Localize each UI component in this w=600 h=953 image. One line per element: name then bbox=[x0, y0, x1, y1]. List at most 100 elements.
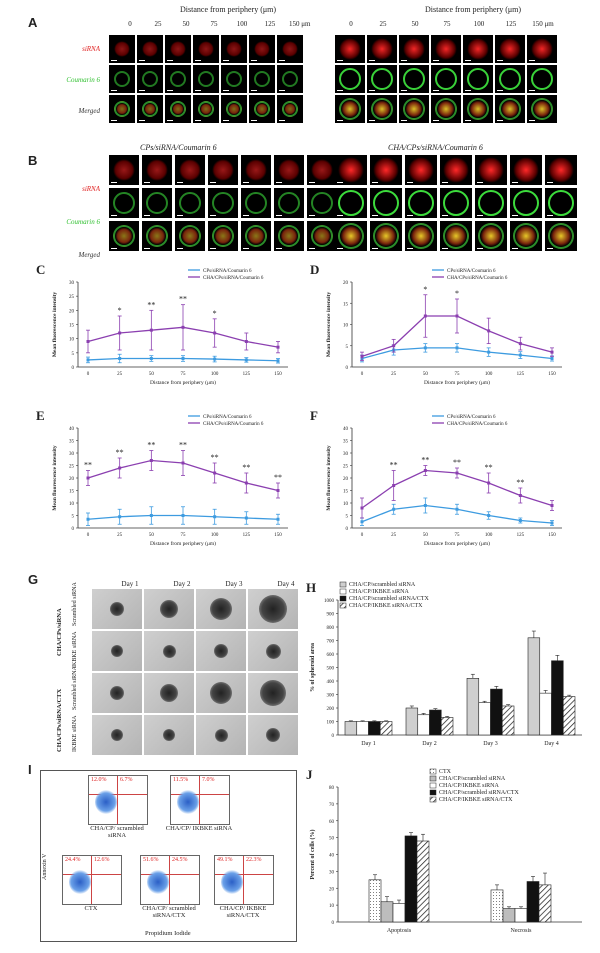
quadrant-upper-left-value: 12.0% bbox=[91, 777, 107, 783]
legend-label: CHA/CPs/siRNA/Coumarin 6 bbox=[203, 422, 264, 427]
spheroid-cell bbox=[248, 589, 298, 629]
cell-blob bbox=[170, 41, 186, 57]
scale-bar bbox=[433, 60, 439, 61]
spheroid-group-label: CHA/CPs/siRNA bbox=[56, 608, 63, 656]
significance-mark: ** bbox=[179, 295, 187, 304]
x-tick-label: 25 bbox=[391, 533, 397, 538]
cell-blob bbox=[179, 192, 201, 214]
bar bbox=[490, 889, 504, 923]
micro-cell bbox=[367, 35, 397, 63]
x-tick-label: 125 bbox=[243, 372, 251, 377]
cell-population bbox=[69, 870, 91, 894]
scale-bar bbox=[279, 90, 285, 91]
y-tick-label: 0 bbox=[332, 734, 335, 739]
cell-blob bbox=[278, 159, 300, 181]
scale-bar bbox=[465, 60, 471, 61]
data-point bbox=[86, 517, 90, 521]
bar bbox=[379, 721, 393, 736]
scale-bar bbox=[309, 182, 315, 183]
micro-cell bbox=[208, 221, 238, 251]
cell-blob bbox=[373, 157, 399, 183]
y-tick-label: 50 bbox=[329, 837, 335, 842]
legend-label: CPs/siRNA/Coumarin 6 bbox=[203, 269, 252, 274]
spheroid bbox=[111, 729, 123, 741]
significance-mark: * bbox=[213, 309, 217, 318]
scale-bar bbox=[195, 120, 201, 121]
y-tick-label: 1000 bbox=[324, 599, 335, 604]
micro-cell bbox=[475, 188, 507, 218]
y-tick-label: 30 bbox=[329, 870, 335, 875]
spheroid-cell bbox=[248, 715, 298, 755]
spheroid-group-label: CHA/CPs/siRNA/CTX bbox=[56, 688, 63, 752]
spheroid-cell bbox=[248, 631, 298, 671]
scale-bar bbox=[210, 182, 216, 183]
quadrant-upper-left-value: 11.5% bbox=[173, 777, 189, 783]
data-point bbox=[518, 353, 522, 357]
data-point bbox=[360, 506, 364, 510]
micro-cell bbox=[274, 188, 304, 218]
panel-label-d: D bbox=[310, 262, 319, 277]
data-point bbox=[360, 520, 364, 524]
flow-plot: 12.0% 6.7% bbox=[88, 775, 148, 825]
micro-cell bbox=[307, 155, 337, 185]
cell-blob bbox=[254, 71, 270, 87]
scale-bar bbox=[529, 120, 535, 121]
scale-bar bbox=[279, 120, 285, 121]
quadrant-upper-left-value: 51.6% bbox=[143, 857, 159, 863]
distance-label: 25 bbox=[154, 20, 162, 28]
cell-blob bbox=[499, 68, 521, 90]
data-point bbox=[392, 507, 396, 511]
day-label: Day 2 bbox=[173, 580, 191, 588]
cell-blob bbox=[245, 225, 267, 247]
panel-label-c: C bbox=[36, 262, 45, 277]
distance-label: 0 bbox=[349, 20, 353, 28]
y-axis-label: Mean fluorescence intensity bbox=[52, 445, 58, 511]
quadrant-line-v bbox=[169, 856, 170, 904]
spheroid-cell bbox=[144, 631, 194, 671]
cell-blob bbox=[212, 225, 234, 247]
legend-label: CHA/CP/IKBKE siRNA bbox=[439, 783, 500, 789]
micro-cell bbox=[109, 95, 135, 123]
data-point bbox=[518, 519, 522, 522]
bar bbox=[405, 707, 419, 736]
micro-cell bbox=[405, 155, 437, 185]
scale-bar bbox=[369, 90, 375, 91]
y-tick-label: 20 bbox=[69, 477, 75, 482]
bar bbox=[502, 908, 516, 923]
scale-bar bbox=[337, 215, 343, 216]
quadrant-upper-right-value: 12.6% bbox=[94, 857, 110, 863]
cell-blob bbox=[467, 68, 489, 90]
micro-cell bbox=[249, 95, 275, 123]
flow-plot-caption: CTX bbox=[84, 905, 98, 912]
spheroid bbox=[259, 595, 287, 623]
flow-plot-caption: CHA/CP/ IKBKE siRNA/CTX bbox=[219, 905, 267, 919]
cell-blob bbox=[114, 41, 130, 57]
x-axis-label: Distance from periphery (μm) bbox=[424, 540, 490, 547]
spheroid-cell bbox=[92, 715, 142, 755]
micro-cell bbox=[109, 188, 139, 218]
spheroid bbox=[265, 643, 281, 659]
micro-cell bbox=[431, 65, 461, 93]
micro-cell bbox=[109, 65, 135, 93]
x-tick-label: 75 bbox=[181, 372, 187, 377]
x-tick-label: 125 bbox=[517, 372, 525, 377]
scale-bar bbox=[465, 90, 471, 91]
distance-label: 150 μm bbox=[289, 20, 311, 28]
scale-bar bbox=[139, 60, 145, 61]
scale-bar bbox=[276, 182, 282, 183]
data-point bbox=[244, 340, 248, 343]
cell-blob bbox=[179, 159, 201, 181]
quadrant-upper-left-value: 49.1% bbox=[217, 857, 233, 863]
data-point bbox=[455, 471, 459, 475]
cell-blob bbox=[198, 71, 214, 87]
legend-label: CHA/CP/scrambled siRNA/CTX bbox=[349, 596, 430, 602]
cell-blob bbox=[142, 101, 158, 117]
cell-blob bbox=[339, 38, 361, 60]
spheroid-cell bbox=[144, 715, 194, 755]
y-tick-label: 800 bbox=[327, 626, 335, 631]
scale-bar bbox=[337, 120, 343, 121]
micro-cell bbox=[463, 35, 493, 63]
scale-bar bbox=[477, 182, 483, 183]
cell-blob bbox=[403, 38, 425, 60]
cell-blob bbox=[226, 41, 242, 57]
